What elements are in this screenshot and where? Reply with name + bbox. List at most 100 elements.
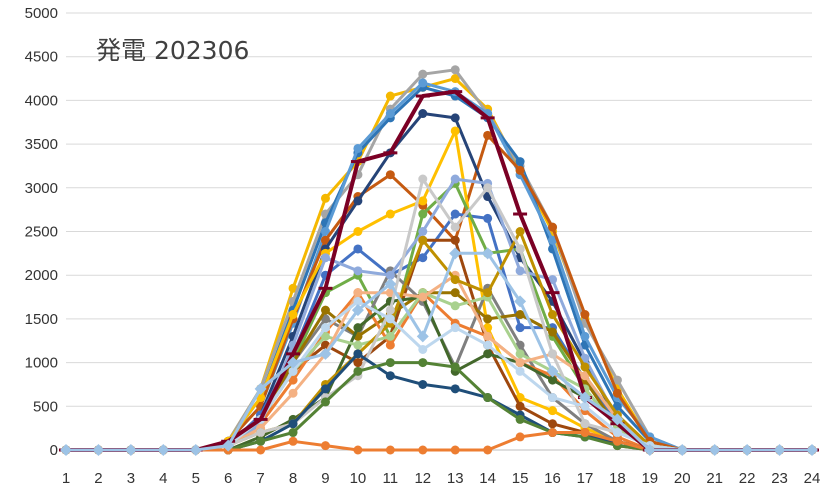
data-point (319, 347, 332, 360)
data-point (548, 327, 558, 337)
data-point (546, 365, 559, 378)
data-point (418, 379, 428, 389)
y-tick-label: 2000 (25, 267, 58, 284)
data-point (353, 244, 363, 254)
x-tick-label: 22 (739, 470, 756, 487)
data-point (353, 196, 363, 206)
data-point (385, 209, 395, 219)
series-14 (61, 292, 817, 455)
data-point (548, 275, 558, 285)
data-point (450, 235, 460, 245)
data-point (676, 444, 689, 456)
data-point (418, 445, 428, 455)
series-line (64, 89, 814, 452)
data-point (418, 235, 428, 245)
data-point (708, 444, 721, 456)
x-tick-label: 7 (256, 470, 264, 487)
data-point (288, 310, 298, 320)
data-point (548, 393, 558, 403)
data-point (385, 314, 395, 324)
data-point (320, 253, 330, 263)
x-tick-label: 14 (479, 470, 496, 487)
series-24 (59, 89, 819, 452)
series-line (64, 251, 814, 452)
data-point (288, 283, 298, 293)
series-line (64, 352, 814, 452)
data-point (353, 266, 363, 276)
data-point (515, 244, 525, 254)
data-point (353, 445, 363, 455)
data-point (515, 432, 525, 442)
gridlines (66, 12, 812, 451)
series-line (64, 295, 814, 452)
y-tick-label: 4000 (25, 92, 58, 109)
series-line (64, 431, 814, 452)
data-point (450, 174, 460, 184)
data-point (320, 305, 330, 315)
series-line (64, 77, 814, 452)
data-point (580, 401, 590, 411)
data-point (580, 428, 590, 438)
data-point (580, 371, 590, 381)
data-point (612, 428, 622, 438)
data-point (385, 445, 395, 455)
series-line (64, 299, 814, 452)
data-point (288, 375, 298, 385)
series-line (64, 291, 814, 452)
series-16 (61, 288, 817, 455)
data-point (612, 436, 622, 446)
x-tick-label: 21 (706, 470, 723, 487)
data-point (515, 227, 525, 236)
y-tick-label: 0 (50, 442, 58, 459)
y-tick-label: 2500 (25, 224, 58, 241)
y-tick-label: 4500 (25, 49, 58, 66)
data-point (351, 304, 364, 317)
data-point (515, 323, 525, 333)
x-tick-label: 9 (321, 470, 329, 487)
data-point (320, 397, 330, 407)
x-tick-label: 17 (577, 470, 594, 487)
data-point (320, 323, 330, 333)
data-point (450, 209, 460, 219)
data-point (288, 419, 298, 429)
data-point (483, 349, 493, 359)
y-tick-label: 1500 (25, 311, 58, 328)
x-tick-label: 8 (289, 470, 297, 487)
data-point (385, 109, 395, 119)
data-point (385, 340, 395, 350)
series-lines (59, 65, 819, 456)
data-point (580, 419, 590, 429)
data-point (548, 235, 558, 245)
data-point (385, 91, 395, 101)
data-point (773, 444, 786, 456)
data-point (353, 366, 363, 376)
series-18 (61, 227, 817, 455)
data-point (256, 436, 266, 446)
data-point (320, 227, 330, 236)
data-point (481, 247, 494, 260)
data-point (449, 247, 462, 260)
series-22 (61, 296, 817, 455)
data-point (418, 358, 428, 368)
data-point (515, 266, 525, 276)
data-point (450, 275, 460, 285)
data-point (320, 193, 330, 203)
data-point (515, 366, 525, 376)
x-tick-label: 11 (383, 470, 399, 487)
y-tick-label: 1000 (25, 355, 58, 372)
y-tick-label: 3000 (25, 180, 58, 197)
data-point (320, 384, 330, 394)
data-point (515, 165, 525, 175)
data-point (450, 301, 460, 311)
data-point (256, 428, 266, 438)
data-point (483, 288, 493, 298)
data-point (189, 444, 202, 456)
data-point (548, 419, 558, 429)
series-13 (61, 288, 817, 455)
data-point (288, 428, 298, 438)
data-point (643, 444, 656, 456)
data-point (222, 439, 235, 452)
data-point (515, 349, 525, 359)
data-point (416, 330, 429, 343)
series-line (64, 85, 814, 452)
